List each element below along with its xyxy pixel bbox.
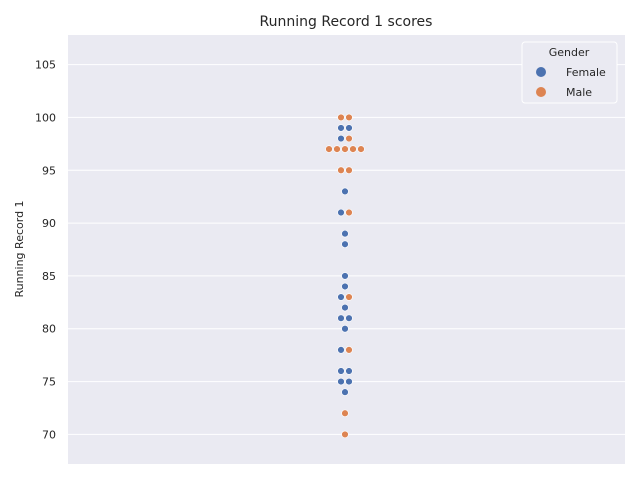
- y-tick-label: 85: [42, 270, 56, 283]
- data-point-female: [341, 187, 349, 196]
- y-tick-label: 100: [35, 111, 56, 124]
- data-point-female: [341, 272, 349, 280]
- data-point-female: [337, 134, 345, 143]
- y-tick-label: 70: [42, 428, 56, 441]
- data-point-female: [337, 314, 345, 322]
- data-point-male: [337, 113, 345, 122]
- y-tick-label: 95: [42, 164, 56, 177]
- legend-box: [521, 41, 618, 104]
- legend-label: Female: [566, 66, 606, 79]
- data-point-male: [349, 145, 357, 153]
- data-point-male: [345, 166, 353, 174]
- data-points: [325, 113, 365, 439]
- y-tick-label: 105: [35, 59, 56, 72]
- data-point-female: [341, 388, 349, 396]
- data-point-female: [345, 314, 353, 322]
- data-point-female: [345, 124, 353, 132]
- data-point-female: [337, 208, 345, 217]
- data-point-male: [337, 166, 345, 174]
- y-tick-label: 80: [42, 323, 56, 336]
- chart-title: Running Record 1 scores: [260, 14, 433, 30]
- data-point-female: [337, 293, 345, 301]
- data-point-male: [333, 145, 341, 153]
- data-point-female: [341, 240, 349, 248]
- data-point-male: [345, 346, 353, 354]
- y-tick-label: 75: [42, 376, 56, 389]
- legend: Gender Female Male: [521, 41, 618, 104]
- data-point-male: [325, 145, 333, 153]
- data-point-male: [341, 145, 349, 153]
- legend-label: Male: [566, 86, 592, 99]
- data-point-female: [337, 367, 345, 375]
- data-point-male: [345, 113, 353, 122]
- data-point-male: [357, 145, 365, 153]
- data-point-female: [341, 282, 349, 291]
- data-point-female: [345, 367, 353, 375]
- legend-marker: [536, 67, 546, 77]
- data-point-female: [337, 124, 345, 132]
- data-point-male: [341, 409, 349, 417]
- data-point-male: [345, 134, 353, 143]
- y-tick-labels: 70 75 80 85 90 95 100 105: [35, 59, 56, 442]
- y-axis-label: Running Record 1: [13, 200, 26, 297]
- legend-title: Gender: [549, 46, 590, 59]
- data-point-female: [345, 377, 353, 386]
- legend-marker: [536, 87, 546, 97]
- y-tick-label: 90: [42, 217, 56, 230]
- data-point-female: [341, 229, 349, 238]
- data-point-female: [341, 325, 349, 333]
- data-point-male: [341, 430, 349, 439]
- data-point-female: [341, 303, 349, 312]
- data-point-male: [345, 208, 353, 217]
- data-point-male: [345, 293, 353, 301]
- data-point-female: [337, 346, 345, 354]
- data-point-female: [337, 377, 345, 386]
